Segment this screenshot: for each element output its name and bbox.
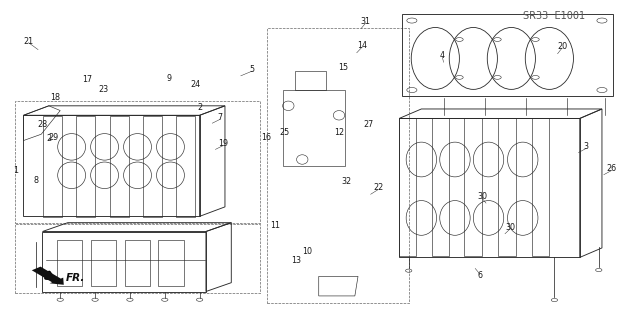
Text: 7: 7 (218, 113, 223, 122)
Text: 3: 3 (584, 142, 589, 152)
Bar (57, 240, 83, 286)
Text: 30: 30 (505, 223, 515, 232)
Text: 2: 2 (46, 135, 51, 144)
Text: 2: 2 (197, 103, 202, 112)
Bar (431, 118, 449, 256)
Text: 20: 20 (557, 42, 567, 51)
Text: 12: 12 (334, 128, 344, 137)
Text: 5: 5 (250, 65, 255, 74)
Text: 31: 31 (360, 17, 371, 26)
Text: 23: 23 (99, 85, 108, 94)
Text: 27: 27 (363, 120, 373, 129)
Text: 11: 11 (271, 221, 281, 230)
Bar (143, 116, 162, 217)
Bar (159, 240, 184, 286)
Text: 14: 14 (357, 41, 367, 50)
Text: 29: 29 (49, 133, 59, 142)
Bar (109, 116, 129, 217)
Text: 19: 19 (219, 139, 228, 148)
Text: 1: 1 (13, 166, 19, 175)
Text: 30: 30 (477, 192, 487, 201)
Text: 17: 17 (83, 75, 93, 85)
FancyArrow shape (32, 267, 64, 285)
Text: 13: 13 (291, 256, 301, 265)
Bar (125, 240, 150, 286)
Bar (91, 240, 116, 286)
Bar (43, 116, 62, 217)
Bar (498, 118, 516, 256)
Bar (267, 28, 410, 303)
Bar (15, 101, 260, 223)
Text: 15: 15 (338, 63, 348, 72)
Bar (15, 224, 260, 293)
Text: 22: 22 (373, 183, 383, 192)
Text: 10: 10 (302, 247, 312, 256)
Text: 21: 21 (24, 37, 34, 46)
Bar (76, 116, 95, 217)
Text: 6: 6 (477, 271, 482, 280)
Bar (176, 116, 195, 217)
Text: 24: 24 (190, 80, 200, 89)
Text: FR.: FR. (65, 273, 84, 283)
Text: SR33  E1001: SR33 E1001 (523, 11, 585, 21)
Text: 26: 26 (606, 165, 616, 174)
Bar (465, 118, 482, 256)
Bar (399, 118, 416, 256)
Text: 25: 25 (280, 128, 290, 137)
Text: 32: 32 (342, 177, 351, 186)
Text: 18: 18 (50, 93, 60, 102)
Text: 9: 9 (166, 74, 171, 84)
Text: 16: 16 (261, 133, 271, 142)
Bar (532, 118, 549, 256)
Text: 4: 4 (440, 51, 445, 60)
Text: 8: 8 (34, 175, 38, 184)
Text: 28: 28 (37, 120, 47, 129)
